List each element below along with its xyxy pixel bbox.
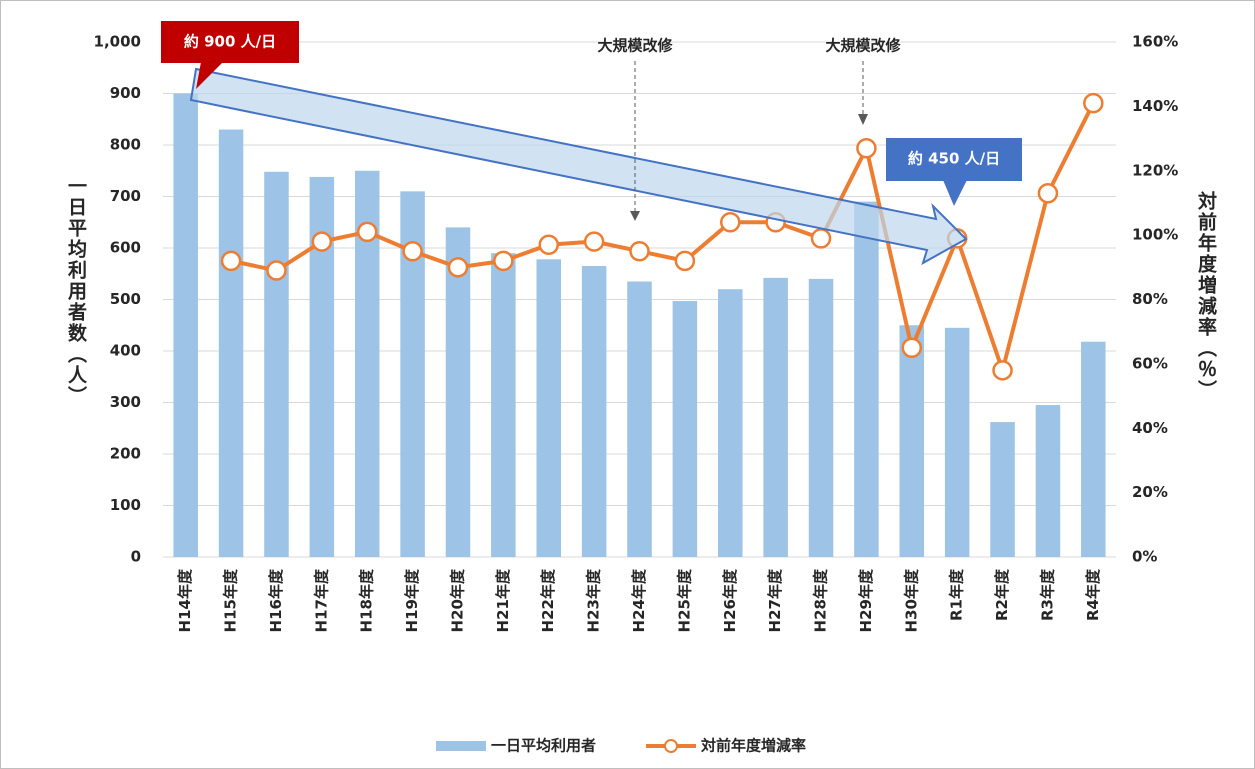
legend-swatch [664, 739, 678, 753]
point [720, 212, 741, 233]
trend-arrow [189, 67, 968, 266]
y2-tick-label: 0% [1132, 548, 1157, 566]
pointer-head [630, 211, 640, 221]
bar [990, 422, 1015, 557]
x-tick-label: H25年度 [675, 568, 693, 632]
y2-tick-label: 40% [1132, 419, 1168, 437]
callout-tail [196, 62, 223, 89]
y-tick-label: 600 [110, 239, 141, 257]
bar [218, 129, 244, 558]
pointer-head [858, 114, 868, 125]
bar [808, 278, 834, 557]
point [220, 250, 242, 272]
x-tick-label: H24年度 [630, 568, 648, 632]
legend-swatch [436, 741, 486, 751]
x-tick-label: H19年度 [403, 568, 421, 632]
point [901, 337, 923, 359]
point [493, 250, 514, 272]
y-tick-label: 300 [110, 393, 141, 411]
callout-tail [943, 180, 967, 206]
y-tick-label: 500 [110, 290, 141, 308]
bar [1035, 405, 1061, 557]
point [992, 360, 1013, 381]
bar [1081, 341, 1106, 557]
point [1083, 92, 1104, 114]
legend-label: 一日平均利用者 [491, 737, 596, 755]
point [583, 231, 605, 252]
point [356, 221, 378, 243]
y2-tick-label: 140% [1132, 97, 1178, 115]
bar [627, 281, 652, 557]
y-tick-label: 900 [110, 84, 141, 102]
x-tick-label: H16年度 [267, 568, 285, 632]
x-tick-label: H18年度 [358, 568, 376, 632]
point [856, 137, 877, 159]
x-tick-label: H21年度 [494, 568, 512, 632]
y2-tick-label: 60% [1132, 354, 1168, 372]
y-tick-label: 200 [110, 445, 141, 463]
y2-tick-label: 120% [1132, 161, 1178, 179]
bar [944, 327, 970, 557]
bar [672, 301, 698, 557]
bar [173, 93, 198, 557]
x-tick-label: H14年度 [176, 568, 194, 632]
x-tick-label: R1年度 [948, 568, 966, 621]
bar [536, 259, 561, 557]
callout [886, 138, 1022, 181]
y-tick-label: 400 [110, 342, 141, 360]
y-tick-label: 0 [131, 548, 141, 566]
y2-tick-label: 80% [1132, 290, 1168, 308]
annotation: 大規模改修 [597, 37, 673, 55]
x-tick-label: H27年度 [766, 568, 784, 632]
bar [854, 201, 879, 557]
bar [763, 277, 788, 557]
bar [899, 325, 925, 557]
x-tick-label: H26年度 [721, 568, 739, 632]
x-tick-label: H23年度 [585, 568, 603, 632]
x-tick-label: H30年度 [902, 568, 920, 632]
bar [581, 266, 607, 557]
legend-label: 対前年度増減率 [700, 737, 806, 755]
point [629, 240, 650, 262]
point [402, 240, 423, 262]
x-tick-label: H29年度 [857, 568, 875, 632]
annotation: 約 450 人/日 [908, 150, 1000, 168]
y-tick-label: 700 [110, 187, 141, 205]
x-tick-label: R2年度 [993, 568, 1011, 621]
y2-tick-label: 20% [1132, 483, 1168, 501]
point [538, 234, 559, 256]
x-tick-label: H15年度 [222, 568, 240, 632]
x-tick-label: H20年度 [448, 568, 466, 632]
y-tick-label: 800 [110, 136, 141, 154]
bar [491, 253, 516, 557]
y2-tick-label: 160% [1132, 33, 1178, 51]
point [674, 250, 696, 272]
annotation: 大規模改修 [825, 37, 901, 55]
bar [445, 227, 471, 557]
callout [161, 21, 299, 63]
y-tick-label: 100 [110, 496, 141, 514]
y2-tick-label: 100% [1132, 226, 1178, 244]
y-tick-label: 1,000 [94, 33, 141, 51]
x-tick-label: H28年度 [812, 568, 830, 632]
bar [264, 171, 289, 557]
point [810, 228, 832, 249]
x-tick-label: R3年度 [1038, 568, 1056, 621]
y-axis-title: 一日平均利用者数（人） [65, 176, 87, 407]
point [1037, 183, 1059, 204]
point [447, 257, 469, 278]
bar [718, 289, 743, 557]
point [311, 231, 333, 252]
point [266, 260, 287, 281]
x-tick-label: H22年度 [539, 568, 557, 632]
x-tick-label: R4年度 [1084, 568, 1102, 621]
y2-axis-title: 対前年度増減率（％） [1195, 191, 1217, 401]
x-tick-label: H17年度 [312, 568, 330, 632]
annotation: 約 900 人/日 [184, 33, 276, 51]
